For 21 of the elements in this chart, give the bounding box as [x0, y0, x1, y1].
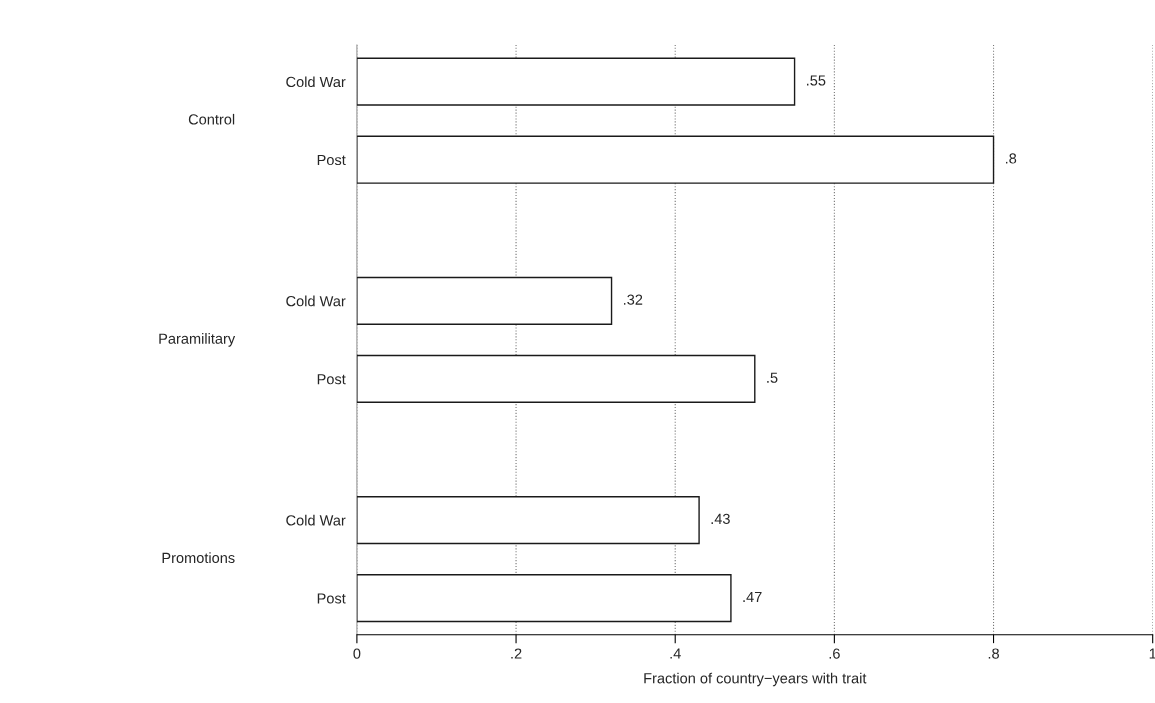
y-tick-label: Cold War	[286, 295, 346, 307]
x-tick-label: 0	[353, 648, 361, 659]
y-tick-label: Cold War	[286, 514, 346, 526]
data-label: .47	[743, 591, 762, 602]
text: Promotions	[162, 552, 235, 564]
data-label: .8	[1005, 153, 1017, 164]
x-axis-title: Fraction of country−years with trait	[644, 672, 867, 687]
data-label: .32	[623, 294, 643, 305]
y-tick-label: Cold War	[286, 76, 346, 88]
data-label: .43	[711, 513, 730, 525]
x-tick-label: .8	[988, 648, 999, 659]
data-label: .55	[807, 75, 826, 86]
x-tick-label: .4	[670, 648, 681, 659]
x-tick-label: .6	[829, 648, 840, 659]
data-label: .5	[767, 372, 778, 383]
text: Control	[188, 113, 235, 125]
y-tick-label: Post	[317, 374, 346, 385]
y-tick-label: Post	[317, 154, 346, 166]
x-tick-label: .2	[511, 648, 522, 659]
y-tick-label: Post	[317, 593, 346, 604]
text: Paramilitary	[159, 333, 236, 347]
